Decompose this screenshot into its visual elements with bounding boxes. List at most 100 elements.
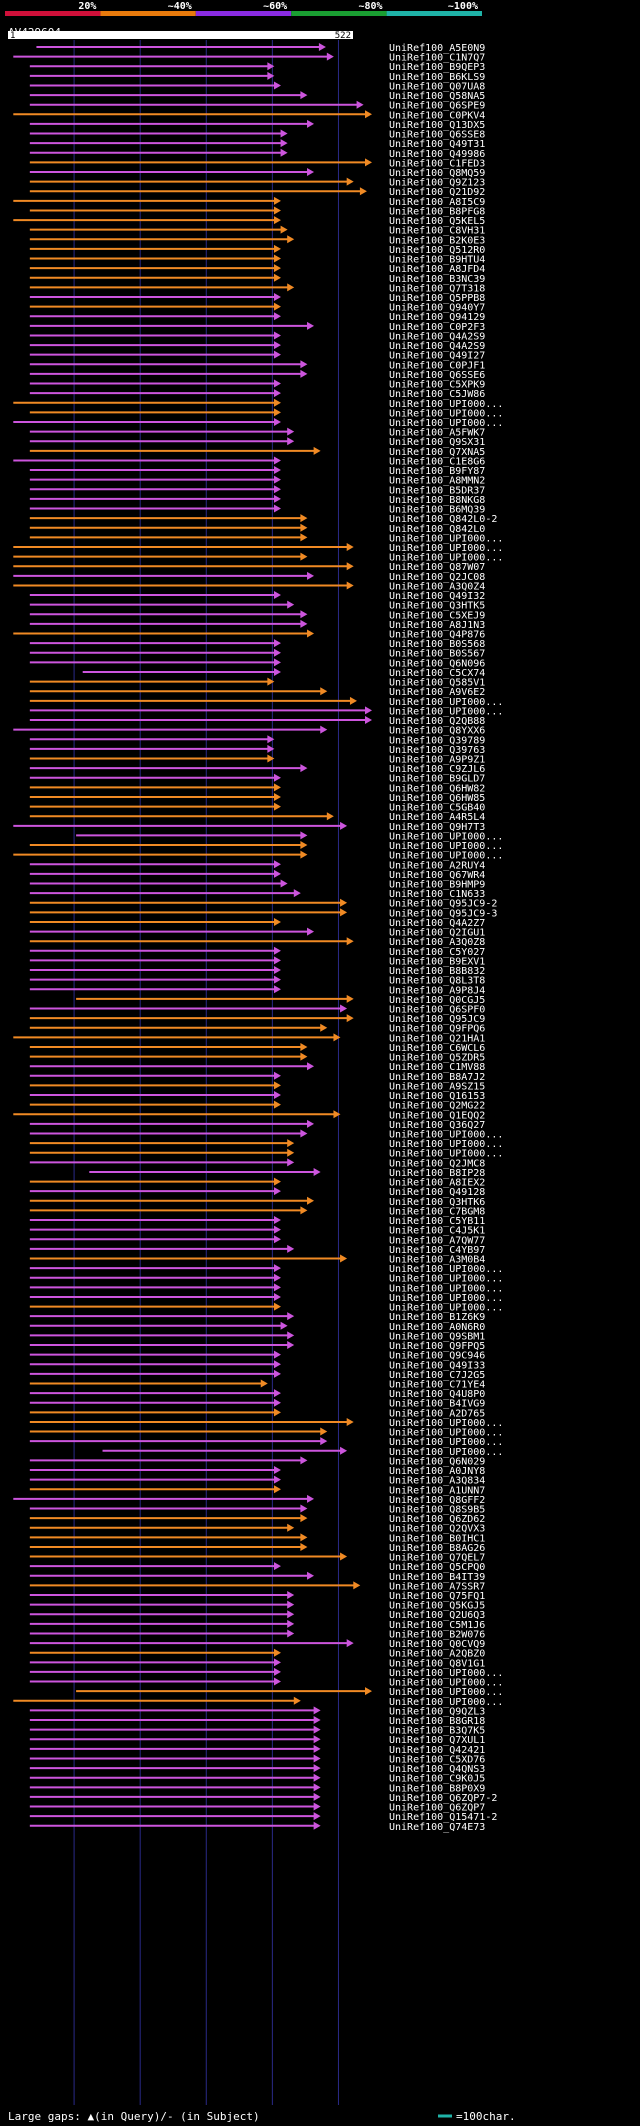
hit-label[interactable]: UniRef100_C4YB97	[389, 1245, 485, 1256]
hit-label[interactable]: UniRef100_Q49986	[389, 149, 485, 160]
hit-label[interactable]: UniRef100_C8VH31	[389, 226, 485, 237]
hit-label[interactable]: UniRef100_Q6SPF0	[389, 1005, 485, 1016]
hit-label[interactable]: UniRef100_Q2JMC8	[389, 1158, 485, 1169]
hit-label[interactable]: UniRef100_C5M1J6	[389, 1620, 485, 1631]
hit-label[interactable]: UniRef100_C5GB40	[389, 803, 485, 814]
hit-label[interactable]: UniRef100_Q15471-2	[389, 1812, 497, 1823]
hit-label[interactable]: UniRef100_Q9FPQ6	[389, 1024, 485, 1035]
hit-label[interactable]: UniRef100_B6KLS9	[389, 72, 485, 83]
hit-label[interactable]: UniRef100_C5JW86	[389, 389, 485, 400]
hit-label[interactable]: UniRef100_C1E8G6	[389, 456, 485, 467]
hit-label[interactable]: UniRef100_Q9SBM1	[389, 1331, 485, 1342]
hit-label[interactable]: UniRef100_Q95JC9-3	[389, 908, 497, 919]
hit-label[interactable]: UniRef100_Q8V1G1	[389, 1658, 485, 1669]
hit-label[interactable]: UniRef100_Q0CGJ5	[389, 995, 485, 1006]
hit-label[interactable]: UniRef100_Q4A2S9	[389, 331, 485, 342]
hit-label[interactable]: UniRef100_A5FWK7	[389, 428, 485, 439]
hit-label[interactable]: UniRef100_B9FY87	[389, 466, 485, 477]
hit-label[interactable]: UniRef100_Q49128	[389, 1187, 485, 1198]
hit-label[interactable]: UniRef100_UPI000...	[389, 841, 503, 852]
hit-label[interactable]: UniRef100_Q5CPQ0	[389, 1562, 485, 1573]
hit-label[interactable]: UniRef100_UPI000...	[389, 1264, 503, 1275]
hit-label[interactable]: UniRef100_Q9FPQ5	[389, 1341, 485, 1352]
hit-label[interactable]: UniRef100_Q6N096	[389, 658, 485, 669]
hit-label[interactable]: UniRef100_Q2QB88	[389, 716, 485, 727]
hit-label[interactable]: UniRef100_UPI000...	[389, 1293, 503, 1304]
hit-label[interactable]: UniRef100_B0S567	[389, 649, 485, 660]
hit-label[interactable]: UniRef100_A8MMN2	[389, 476, 485, 487]
hit-label[interactable]: UniRef100_UPI000...	[389, 1447, 503, 1458]
hit-label[interactable]: UniRef100_Q21D92	[389, 187, 485, 198]
hit-label[interactable]: UniRef100_B8B832	[389, 966, 485, 977]
hit-label[interactable]: UniRef100_C5Y027	[389, 947, 485, 958]
hit-label[interactable]: UniRef100_Q585V1	[389, 678, 485, 689]
hit-label[interactable]: UniRef100_C5YB11	[389, 1216, 485, 1227]
hit-label[interactable]: UniRef100_Q6HW82	[389, 783, 485, 794]
hit-label[interactable]: UniRef100_A8J1N3	[389, 620, 485, 631]
hit-label[interactable]: UniRef100_UPI000...	[389, 851, 503, 862]
hit-label[interactable]: UniRef100_A0JNY8	[389, 1466, 485, 1477]
hit-label[interactable]: UniRef100_Q9SX31	[389, 437, 485, 448]
hit-label[interactable]: UniRef100_B2W076	[389, 1629, 485, 1640]
hit-label[interactable]: UniRef100_B9HMP9	[389, 880, 485, 891]
hit-label[interactable]: UniRef100_B9GLD7	[389, 774, 485, 785]
hit-label[interactable]: UniRef100_C1FED3	[389, 158, 485, 169]
hit-label[interactable]: UniRef100_UPI000...	[389, 1437, 503, 1448]
hit-label[interactable]: UniRef100_C0P2F3	[389, 322, 485, 333]
hit-label[interactable]: UniRef100_Q49I27	[389, 351, 485, 362]
hit-label[interactable]: UniRef100_A3M0B4	[389, 1254, 485, 1265]
hit-label[interactable]: UniRef100_UPI000...	[389, 697, 503, 708]
hit-label[interactable]: UniRef100_Q21HA1	[389, 1033, 485, 1044]
hit-label[interactable]: UniRef100_Q8L3T8	[389, 976, 485, 987]
hit-label[interactable]: UniRef100_Q6ZQP7-2	[389, 1793, 497, 1804]
hit-label[interactable]: UniRef100_C5XD76	[389, 1754, 485, 1765]
hit-label[interactable]: UniRef100_C6WCL6	[389, 1043, 485, 1054]
hit-label[interactable]: UniRef100_B4IVG9	[389, 1399, 485, 1410]
hit-label[interactable]: UniRef100_A5E0N9	[389, 43, 485, 54]
hit-label[interactable]: UniRef100_B9EXV1	[389, 956, 485, 967]
hit-label[interactable]: UniRef100_Q8YXX6	[389, 726, 485, 737]
hit-label[interactable]: UniRef100_Q6N029	[389, 1456, 485, 1467]
hit-label[interactable]: UniRef100_C7BGM8	[389, 1206, 485, 1217]
hit-label[interactable]: UniRef100_A8JFD4	[389, 264, 485, 275]
hit-label[interactable]: UniRef100_B8IP28	[389, 1168, 485, 1179]
hit-label[interactable]: UniRef100_B8A7J2	[389, 1072, 485, 1083]
hit-label[interactable]: UniRef100_B9HTU4	[389, 255, 485, 266]
hit-label[interactable]: UniRef100_C5XEJ9	[389, 610, 485, 621]
hit-label[interactable]: UniRef100_A7QW77	[389, 1235, 485, 1246]
hit-label[interactable]: UniRef100_UPI000...	[389, 533, 503, 544]
hit-label[interactable]: UniRef100_UPI000...	[389, 1149, 503, 1160]
hit-label[interactable]: UniRef100_Q4QNS3	[389, 1764, 485, 1775]
hit-label[interactable]: UniRef100_UPI000...	[389, 553, 503, 564]
hit-label[interactable]: UniRef100_Q7XNA5	[389, 447, 485, 458]
hit-label[interactable]: UniRef100_Q36Q27	[389, 1120, 485, 1131]
hit-label[interactable]: UniRef100_A9V6E2	[389, 687, 485, 698]
hit-label[interactable]: UniRef100_Q2QVX3	[389, 1524, 485, 1535]
hit-label[interactable]: UniRef100_Q67WR4	[389, 870, 485, 881]
hit-label[interactable]: UniRef100_B0IHC1	[389, 1533, 485, 1544]
hit-label[interactable]: UniRef100_Q7XUL1	[389, 1735, 485, 1746]
hit-label[interactable]: UniRef100_UPI000...	[389, 1678, 503, 1689]
hit-label[interactable]: UniRef100_Q842L0-2	[389, 514, 497, 525]
hit-label[interactable]: UniRef100_C71YE4	[389, 1379, 485, 1390]
hit-label[interactable]: UniRef100_UPI000...	[389, 1687, 503, 1698]
hit-label[interactable]: UniRef100_Q4A2Z7	[389, 918, 485, 929]
hit-label[interactable]: UniRef100_UPI000...	[389, 1697, 503, 1708]
hit-label[interactable]: UniRef100_B8GR18	[389, 1716, 485, 1727]
hit-label[interactable]: UniRef100_UPI000...	[389, 1274, 503, 1285]
hit-label[interactable]: UniRef100_Q07UA8	[389, 81, 485, 92]
hit-label[interactable]: UniRef100_Q842L0	[389, 524, 485, 535]
hit-label[interactable]: UniRef100_Q2U6Q3	[389, 1610, 485, 1621]
hit-label[interactable]: UniRef100_Q8S9B5	[389, 1504, 485, 1515]
hit-label[interactable]: UniRef100_A1UNN7	[389, 1485, 485, 1496]
hit-label[interactable]: UniRef100_Q9H7T3	[389, 822, 485, 833]
hit-label[interactable]: UniRef100_Q39763	[389, 745, 485, 756]
hit-label[interactable]: UniRef100_A9SZ15	[389, 1081, 485, 1092]
hit-label[interactable]: UniRef100_C9ZJL6	[389, 764, 485, 775]
hit-label[interactable]: UniRef100_UPI000...	[389, 543, 503, 554]
hit-label[interactable]: UniRef100_Q9Z123	[389, 178, 485, 189]
hit-label[interactable]: UniRef100_Q6SPE9	[389, 101, 485, 112]
hit-label[interactable]: UniRef100_Q49I33	[389, 1360, 485, 1371]
hit-label[interactable]: UniRef100_B8NKG8	[389, 495, 485, 506]
hit-label[interactable]: UniRef100_Q58NA5	[389, 91, 485, 102]
